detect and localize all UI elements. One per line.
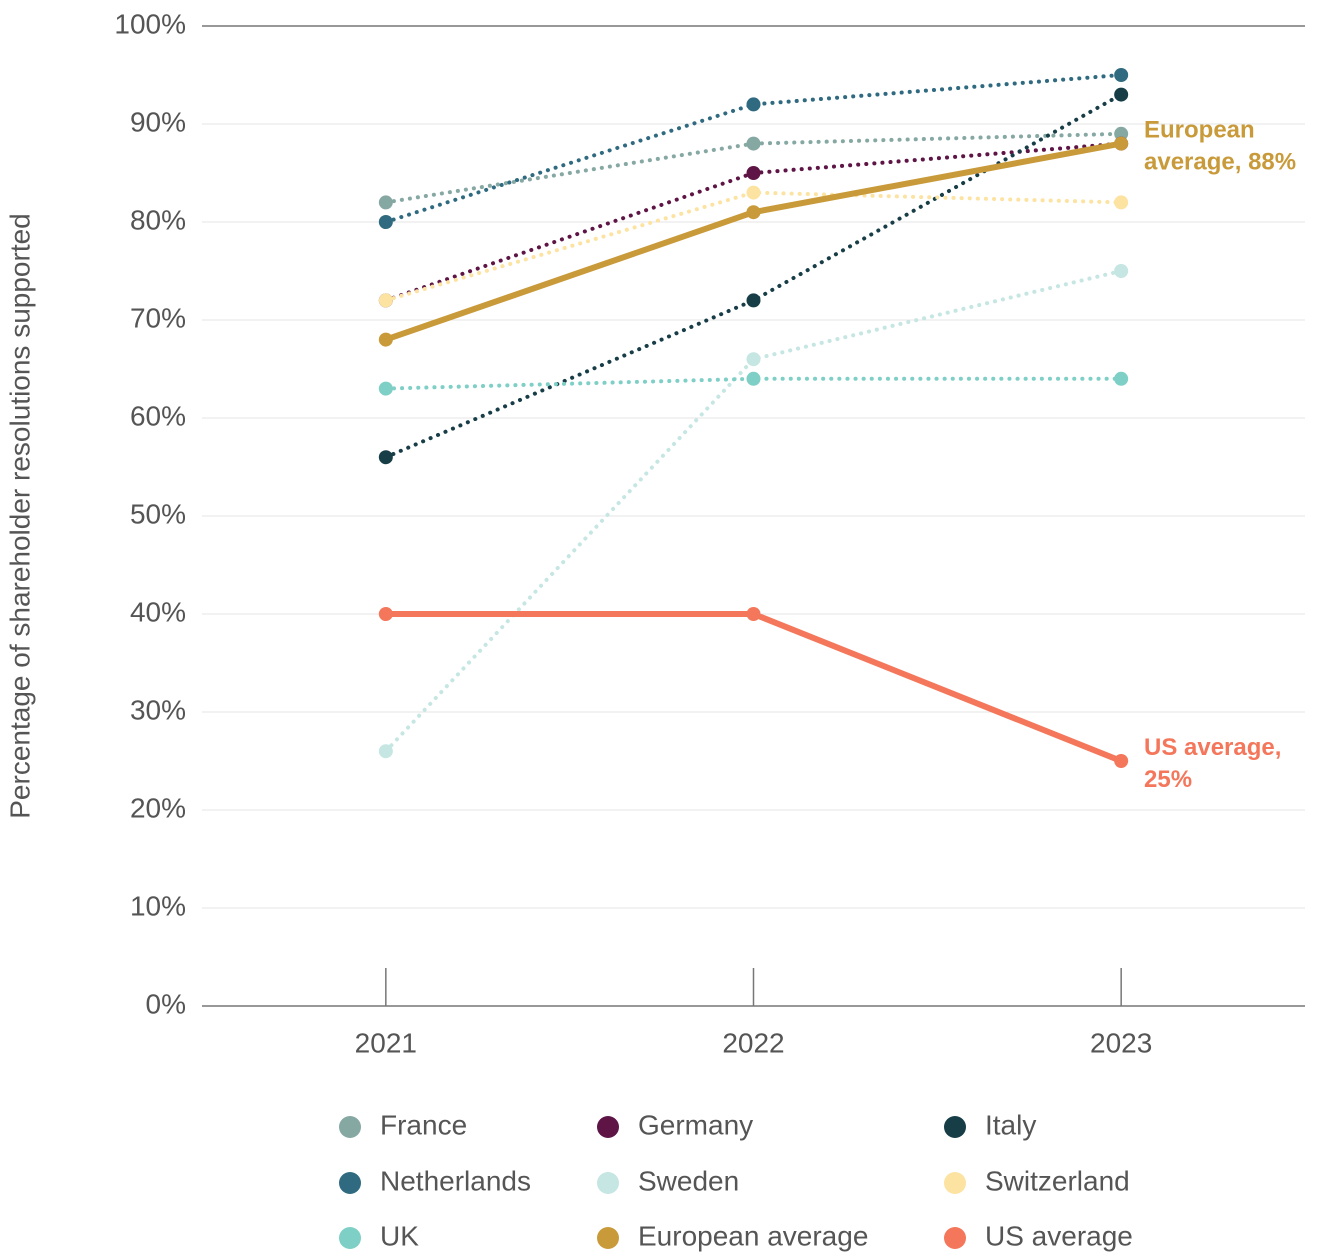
data-point [746, 166, 761, 180]
series-line [383, 190, 1124, 303]
data-point [1114, 68, 1129, 82]
series-line [383, 269, 1124, 754]
y-tick-label: 0% [146, 988, 186, 1019]
annotation-line: 25% [1144, 766, 1192, 793]
series-line [383, 376, 1124, 391]
legend-label: US average [985, 1220, 1133, 1251]
data-point [746, 607, 761, 621]
y-tick-label: 60% [130, 400, 186, 431]
y-tick-label: 30% [130, 694, 186, 725]
legend-label: Sweden [638, 1165, 739, 1196]
legend-label: Switzerland [985, 1165, 1130, 1196]
legend-label: European average [638, 1220, 868, 1251]
data-point [378, 293, 393, 308]
data-point [378, 215, 393, 229]
data-point [1114, 87, 1129, 102]
y-tick-label: 20% [130, 792, 186, 823]
legend-marker [339, 1172, 361, 1194]
y-tick-label: 100% [114, 8, 186, 39]
annotation: US average, 25% [1144, 734, 1281, 793]
annotation-line: average, 88% [1144, 149, 1296, 176]
data-point [378, 744, 393, 759]
data-point [1114, 136, 1129, 151]
data-point [1114, 195, 1129, 210]
data-point [746, 371, 761, 386]
annotation-line: European [1144, 117, 1255, 144]
legend-marker [597, 1116, 619, 1138]
legend-label: France [380, 1109, 467, 1140]
annotation-line: US average, [1144, 734, 1281, 761]
x-tick-label: 2023 [1090, 1027, 1152, 1058]
legend-marker [597, 1227, 619, 1249]
series-line [383, 92, 1124, 460]
legend-marker [944, 1116, 966, 1138]
x-tick-label: 2022 [722, 1027, 784, 1058]
data-point [746, 205, 761, 220]
data-point [746, 293, 761, 308]
data-point [378, 381, 393, 396]
data-point [746, 136, 761, 151]
legend-marker [944, 1227, 966, 1249]
data-point [746, 352, 761, 367]
series-line [383, 73, 1124, 224]
legend-label: Italy [985, 1109, 1036, 1140]
legend-label: Netherlands [380, 1165, 531, 1196]
data-point [378, 607, 393, 621]
legend-marker [597, 1172, 619, 1194]
data-point [1114, 371, 1129, 386]
data-point [746, 185, 761, 200]
data-point [378, 332, 393, 347]
data-point [746, 97, 761, 112]
annotation: European average, 88% [1144, 117, 1296, 176]
y-tick-label: 70% [130, 302, 186, 333]
data-point [1114, 264, 1129, 278]
x-tick-label: 2021 [355, 1027, 417, 1058]
data-point [378, 195, 393, 210]
legend-marker [339, 1116, 361, 1138]
data-point [378, 450, 393, 465]
y-tick-label: 90% [130, 106, 186, 137]
y-tick-label: 80% [130, 204, 186, 235]
y-tick-label: 10% [130, 890, 186, 921]
legend-marker [944, 1172, 966, 1194]
legend-label: UK [380, 1220, 419, 1251]
y-tick-label: 50% [130, 498, 186, 529]
data-point [1114, 754, 1129, 768]
y-axis-label: Percentage of shareholder resolutions su… [4, 213, 35, 819]
y-tick-label: 40% [130, 596, 186, 627]
legend-label: Germany [638, 1109, 753, 1140]
legend-marker [339, 1227, 361, 1249]
data-point [1114, 126, 1129, 141]
series-line [382, 611, 1125, 764]
